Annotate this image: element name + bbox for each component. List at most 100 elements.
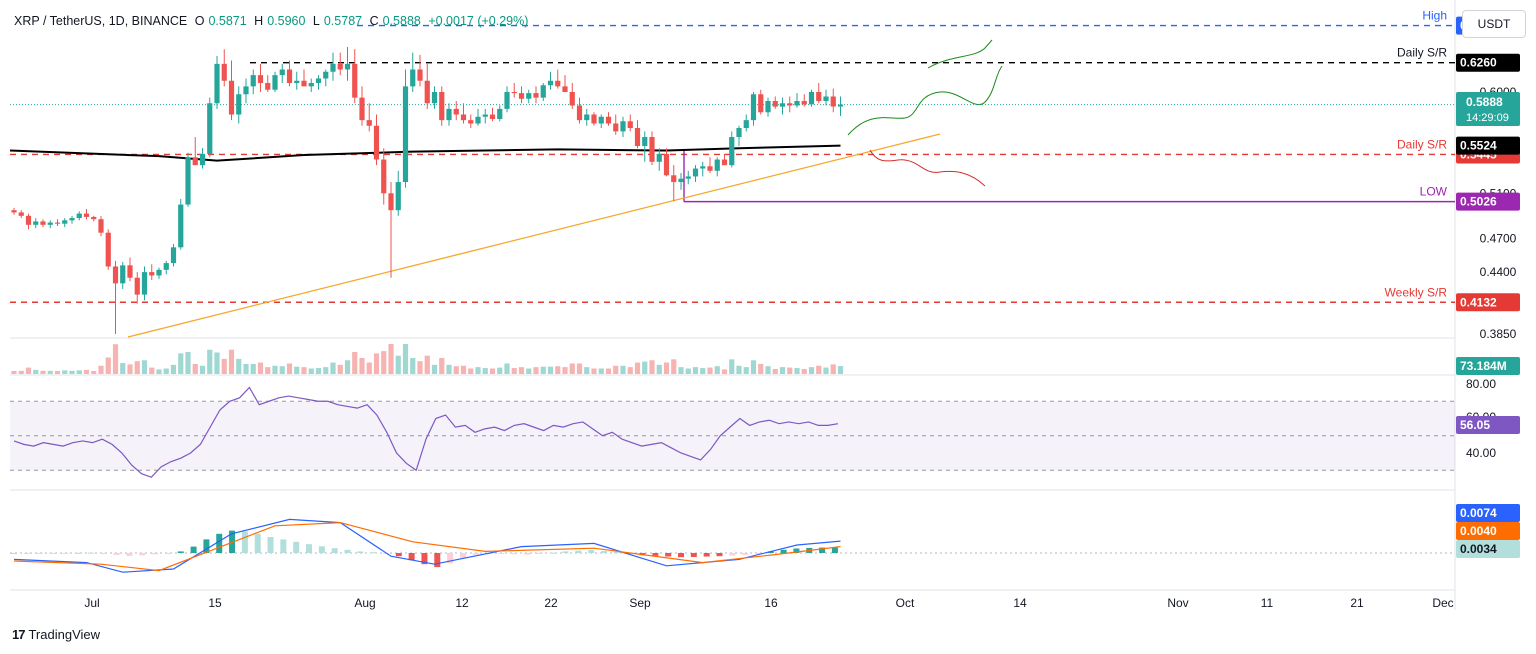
candle-body — [410, 69, 416, 87]
level-tag: 0.4132 — [1460, 295, 1497, 309]
volume-bar — [475, 367, 481, 374]
macd-histogram-bar — [536, 553, 543, 554]
signal-line — [13, 521, 841, 572]
volume-bar — [76, 370, 82, 374]
level-tag-bg — [1456, 192, 1520, 211]
candle-body — [816, 92, 822, 102]
overlay-layer: High Daily S/R Daily S/R LOW Weekly S/R — [9, 9, 1455, 338]
candle-body — [584, 114, 590, 121]
candle-body — [721, 159, 728, 166]
time-tick: Oct — [896, 596, 915, 610]
candle-body — [591, 114, 597, 124]
volume-bar — [91, 371, 97, 374]
volume-bar — [620, 365, 626, 374]
candle-body — [134, 277, 140, 295]
volume-bar — [127, 364, 133, 374]
macd-histogram-bar — [524, 553, 531, 555]
volume-bar — [714, 366, 720, 374]
volume-bar — [257, 362, 264, 374]
volume-bar — [243, 363, 249, 374]
price-axis: 0.60000.51000.47000.44000.38500.65800.62… — [1456, 16, 1520, 558]
candle-body — [366, 120, 372, 126]
candle-body — [787, 103, 793, 106]
candle-body — [562, 86, 568, 92]
volume-bar — [569, 363, 575, 374]
grid-layer — [10, 0, 1456, 610]
macd-histogram-bar — [203, 539, 210, 553]
volume-bar — [518, 367, 525, 374]
volume-bar — [301, 367, 307, 374]
macd-histogram-bar — [293, 541, 300, 553]
volume-bar — [504, 363, 510, 374]
candle-body — [11, 210, 17, 213]
close-label: C — [369, 14, 379, 28]
symbol-title[interactable]: XRP / TetherUS, 1D, BINANCE — [14, 14, 188, 28]
candle-body — [149, 272, 155, 276]
macd-histogram-bar — [241, 531, 248, 553]
macd-histogram-bar — [742, 553, 749, 555]
candle-body — [98, 219, 104, 233]
candle-body — [105, 232, 111, 267]
volume-bar — [511, 368, 517, 374]
volume-bar — [272, 365, 278, 374]
volume-bar — [359, 357, 365, 374]
rsi-value-tag-bg — [1456, 416, 1520, 434]
volume-bar — [47, 370, 53, 374]
candle-body — [779, 103, 786, 107]
volume-bar — [446, 364, 452, 374]
bullish-projection-upper — [927, 39, 993, 69]
price-tick: 0.4400 — [1480, 265, 1517, 279]
volume-bar — [373, 353, 380, 374]
macd-pane — [10, 518, 1455, 573]
volume-bar — [120, 363, 126, 374]
candle-body — [801, 101, 807, 105]
volume-bar — [221, 358, 227, 374]
macd-histogram-bar — [126, 553, 133, 556]
time-tick: Sep — [629, 596, 651, 610]
candle-body — [192, 157, 198, 166]
candle-body — [453, 108, 459, 115]
volume-bar — [533, 367, 539, 374]
macd-histogram-bar — [793, 548, 800, 553]
volume-bar — [192, 363, 198, 374]
tradingview-logo[interactable]: 17 TradingView — [12, 627, 100, 642]
candle-body — [156, 269, 162, 276]
macd-histogram-bar — [318, 546, 325, 553]
candle-body — [272, 75, 278, 90]
candle-body — [468, 120, 474, 124]
candle-body — [243, 86, 249, 95]
low-label: L — [312, 14, 320, 28]
volume-bar — [330, 362, 336, 374]
candle-body — [207, 103, 213, 154]
histogram-tag: 0.0034 — [1460, 542, 1497, 556]
rsi-tick: 40.00 — [1466, 446, 1496, 460]
volume-bar — [489, 368, 496, 374]
volume-bar — [199, 365, 206, 374]
volume-bar — [40, 370, 46, 374]
rsi-tick: 80.00 — [1466, 377, 1496, 391]
volume-bar — [779, 367, 786, 374]
macd-histogram-bar — [690, 553, 697, 557]
price-tick: 0.4700 — [1480, 231, 1517, 245]
candle-body — [431, 92, 438, 104]
macd-histogram-bar — [190, 546, 197, 553]
candle-body — [439, 92, 445, 121]
volume-bar — [163, 368, 169, 374]
volume-bar — [584, 367, 590, 374]
candle-body — [47, 222, 53, 225]
currency-button[interactable]: USDT — [1462, 10, 1526, 38]
volume-bar — [352, 352, 358, 374]
volume-bar — [801, 368, 807, 374]
candle-body — [18, 212, 24, 216]
candle-body — [91, 216, 97, 220]
level-label: LOW — [1420, 185, 1448, 199]
candle-body — [750, 94, 757, 121]
macd-histogram-bar — [472, 553, 479, 555]
signal-tag: 0.0040 — [1460, 524, 1497, 538]
candle-body — [446, 108, 452, 121]
volume-bar — [18, 370, 24, 374]
signal-tag-bg — [1456, 522, 1520, 540]
macd-histogram-bar — [152, 553, 159, 555]
volume-bar — [736, 365, 742, 374]
